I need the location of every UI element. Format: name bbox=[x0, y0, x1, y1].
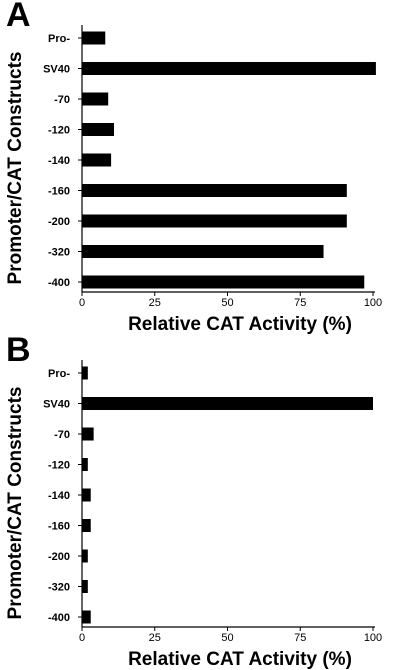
bar-chart-b: Pro- SV40 -70 -120 -140 -160 -200 -320 -400 0 25 50… bbox=[5, 360, 382, 670]
category-label: -320 bbox=[48, 247, 70, 259]
category-label: -320 bbox=[48, 582, 70, 594]
panel-label: B bbox=[6, 331, 31, 369]
category-label: SV40 bbox=[43, 399, 70, 411]
x-tick-label: 75 bbox=[294, 297, 306, 309]
chart-panel-a: A Pro- SV40 -70 -120 -140 -160 -200 -320 -400 0 25… bbox=[5, 0, 382, 335]
bar bbox=[82, 610, 91, 624]
bar bbox=[82, 488, 91, 502]
bar bbox=[82, 245, 324, 258]
bar bbox=[82, 580, 88, 593]
bar-chart-a: Pro- SV40 -70 -120 -140 -160 -200 -320 -400 0 25 50… bbox=[5, 25, 382, 335]
bar bbox=[82, 123, 115, 136]
category-label: Pro- bbox=[48, 368, 70, 380]
category-label: -160 bbox=[48, 186, 70, 198]
bar bbox=[82, 275, 365, 289]
category-label: -70 bbox=[54, 94, 70, 106]
bar bbox=[82, 397, 373, 410]
bar bbox=[82, 549, 88, 563]
y-axis-title: Promoter/CAT Constructs bbox=[5, 52, 26, 285]
x-tick-label: 25 bbox=[149, 297, 161, 309]
x-tick-label: 100 bbox=[364, 632, 382, 644]
bar bbox=[82, 366, 88, 380]
x-tick-label: 75 bbox=[294, 632, 306, 644]
category-label: -200 bbox=[48, 551, 70, 563]
bar bbox=[82, 519, 91, 532]
bar bbox=[82, 31, 106, 45]
x-tick-label: 50 bbox=[221, 632, 233, 644]
bar bbox=[82, 214, 347, 228]
y-axis-title: Promoter/CAT Constructs bbox=[5, 387, 26, 620]
chart-panel-b: B Pro- SV40 -70 -120 -140 -160 -200 -320 -400 0 25… bbox=[0, 331, 400, 670]
x-tick-label: 100 bbox=[364, 297, 382, 309]
category-label: -400 bbox=[48, 277, 70, 289]
x-axis-title: Relative CAT Activity (%) bbox=[128, 314, 352, 335]
category-label: Pro- bbox=[48, 33, 70, 45]
category-label: -160 bbox=[48, 521, 70, 533]
category-label: -400 bbox=[48, 612, 70, 624]
category-label: -200 bbox=[48, 216, 70, 228]
bar bbox=[82, 184, 347, 197]
x-tick-label: 0 bbox=[79, 632, 85, 644]
category-label: -70 bbox=[54, 429, 70, 441]
category-label: SV40 bbox=[43, 64, 70, 76]
bar bbox=[82, 92, 109, 106]
category-label: -140 bbox=[48, 155, 70, 167]
category-label: -140 bbox=[48, 490, 70, 502]
bar bbox=[82, 458, 88, 471]
bar bbox=[82, 62, 376, 75]
panel-label: A bbox=[6, 0, 31, 34]
bar bbox=[82, 427, 94, 441]
x-tick-label: 50 bbox=[221, 297, 233, 309]
bar bbox=[82, 153, 112, 167]
x-axis-title: Relative CAT Activity (%) bbox=[128, 649, 352, 670]
category-label: -120 bbox=[48, 460, 70, 472]
category-label: -120 bbox=[48, 125, 70, 137]
x-tick-label: 0 bbox=[79, 297, 85, 309]
x-tick-label: 25 bbox=[149, 632, 161, 644]
